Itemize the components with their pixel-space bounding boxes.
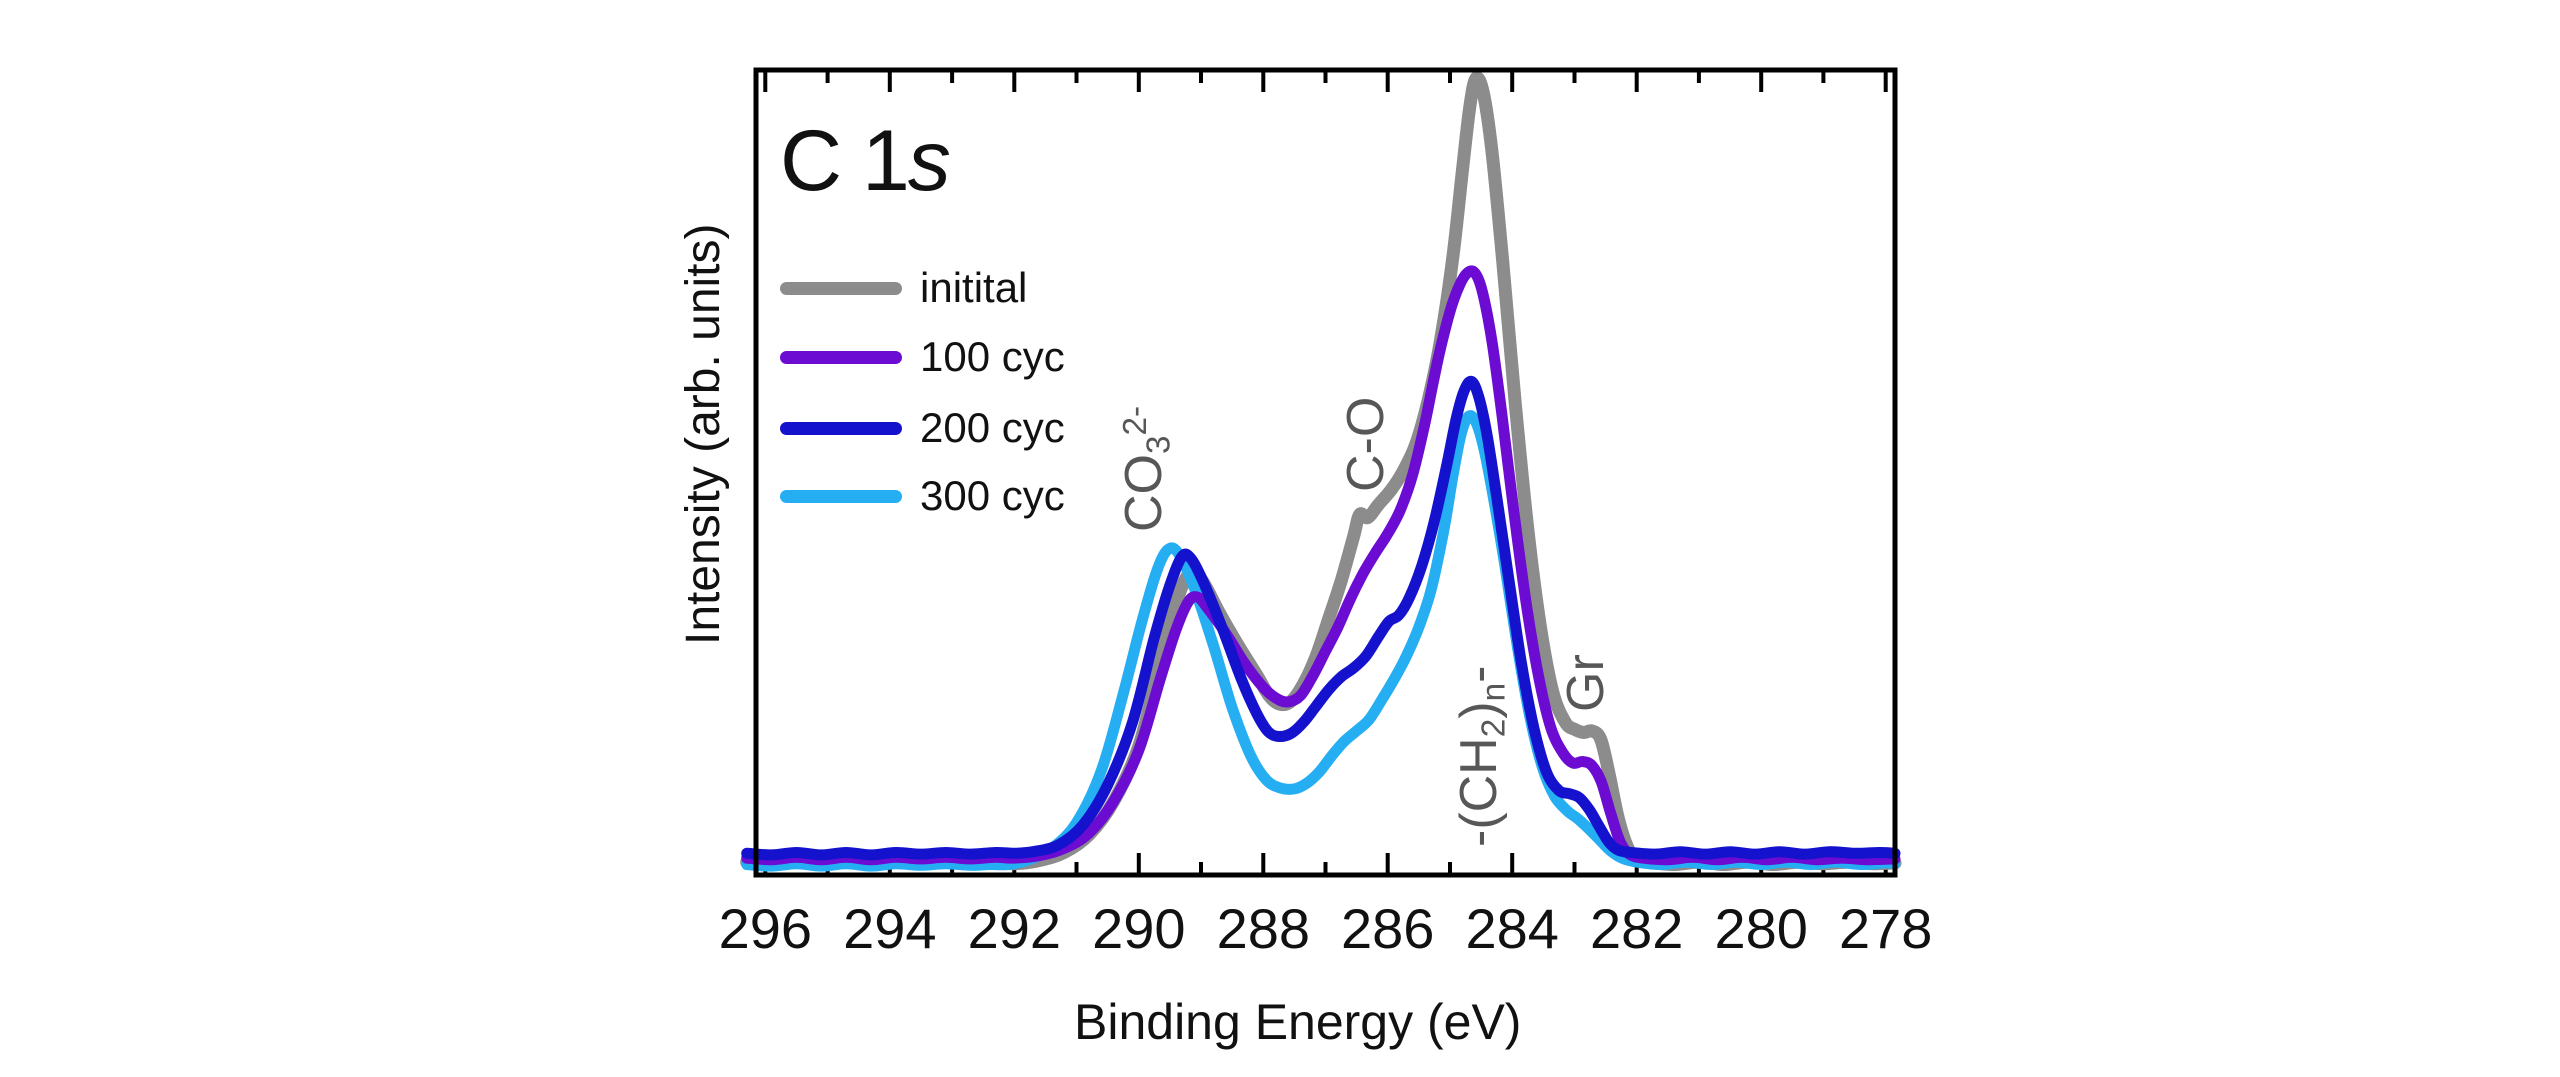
legend-label-initital: initital bbox=[920, 264, 1028, 311]
x-tick-label-294: 294 bbox=[843, 897, 937, 960]
x-tick-label-278: 278 bbox=[1838, 897, 1933, 960]
legend-item-200cyc: 200 cyc bbox=[780, 404, 1065, 452]
annotation-c-o: C-O bbox=[1337, 396, 1395, 492]
legend-item-initital: initital bbox=[780, 264, 1027, 312]
legend-item-100cyc: 100 cyc bbox=[780, 333, 1065, 381]
annotation-ch2-paren: ) bbox=[1450, 701, 1508, 719]
x-tick-label-296: 296 bbox=[718, 897, 813, 960]
plot-title: C 1s bbox=[780, 112, 951, 211]
annotation-carbonate: CO32- bbox=[1115, 405, 1178, 532]
legend-label-100cyc: 100 cyc bbox=[920, 333, 1065, 380]
annotation-carbonate-superscript: 2- bbox=[1117, 405, 1155, 436]
annotation-ch2-dash: - bbox=[1450, 665, 1508, 683]
plot-title-prefix: C 1 bbox=[780, 113, 910, 209]
series-line-200-cyc bbox=[741, 375, 1901, 861]
x-tick-label-288: 288 bbox=[1216, 897, 1311, 960]
x-tick-label-286: 286 bbox=[1340, 897, 1435, 960]
annotation-graphite: Gr bbox=[1557, 654, 1615, 712]
legend-item-300cyc: 300 cyc bbox=[780, 472, 1065, 520]
x-tick-label-292: 292 bbox=[967, 897, 1062, 960]
x-tick-label-280: 280 bbox=[1714, 897, 1808, 960]
x-tick-label-282: 282 bbox=[1589, 897, 1684, 960]
x-tick-label-284: 284 bbox=[1465, 897, 1559, 960]
annotation-ch2-subscript-n: n bbox=[1475, 682, 1513, 702]
y-axis-label: Intensity (arb. units) bbox=[677, 223, 730, 646]
legend-swatch-100cyc bbox=[780, 350, 902, 364]
annotation-carbonate-subscript: 3 bbox=[1140, 435, 1178, 454]
legend-swatch-initital bbox=[780, 281, 902, 295]
annotation-carbonate-text: CO bbox=[1115, 454, 1173, 532]
plot-title-orbital: s bbox=[907, 113, 951, 209]
plot-frame bbox=[753, 67, 1898, 878]
legend-swatch-200cyc bbox=[780, 421, 902, 435]
annotation-ch2-subscript-2: 2 bbox=[1475, 718, 1513, 738]
legend-label-300cyc: 300 cyc bbox=[920, 472, 1065, 519]
legend-swatch-300cyc bbox=[780, 489, 902, 503]
x-tick-label-290: 290 bbox=[1092, 897, 1186, 960]
x-axis-label: Binding Energy (eV) bbox=[1074, 994, 1522, 1050]
legend-label-200cyc: 200 cyc bbox=[920, 404, 1065, 451]
annotation-ch2-text: -(CH bbox=[1450, 737, 1508, 847]
annotation-ch2-polymer: -(CH2)n- bbox=[1450, 665, 1513, 847]
